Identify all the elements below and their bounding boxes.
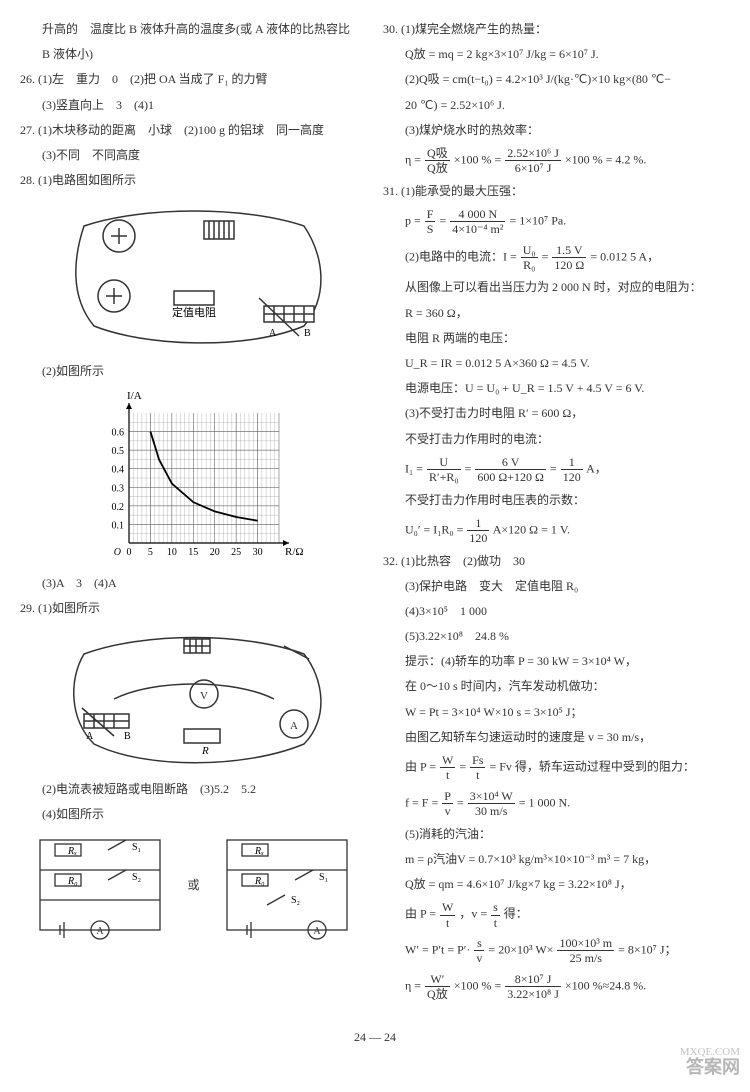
q31m: U₀′ = I₁R₀ = 1120 A×120 Ω = 1 V. xyxy=(383,516,730,546)
circuit-label: 定值电阻 xyxy=(172,305,216,319)
q31g: U_R = IR = 0.012 5 A×360 Ω = 4.5 V. xyxy=(383,354,730,373)
svg-text:Rₓ: Rₓ xyxy=(254,846,264,857)
q32g: W = Pt = 3×10⁴ W×10 s = 3×10⁵ J； xyxy=(383,703,730,722)
q31e: R = 360 Ω， xyxy=(383,304,730,323)
q30c: (2)Q吸 = cm(t−t₀) = 4.2×10³ J/(kg·℃)×10 k… xyxy=(383,70,730,89)
svg-text:0.1: 0.1 xyxy=(111,520,124,531)
q26a: 26. (1)左 重力 0 (2)把 OA 当成了 F₁ 的力臂 xyxy=(20,70,367,89)
q31j: 不受打击力作用时的电流： xyxy=(383,430,730,449)
svg-text:B: B xyxy=(124,731,131,742)
svg-text:5: 5 xyxy=(147,547,152,558)
svg-text:0.3: 0.3 xyxy=(111,483,124,494)
circuit1-svg: 定值电阻 A B xyxy=(44,196,344,356)
svg-text:V: V xyxy=(200,690,208,702)
svg-text:A: A xyxy=(86,731,94,742)
q30d: 20 ℃) = 2.52×10⁶ J. xyxy=(383,96,730,115)
left-column: 升高的 温度比 B 液体升高的温度多(或 A 液体的比热容比 B 液体小) 26… xyxy=(20,20,367,1008)
circuit-figure-2: V A A B R xyxy=(20,624,367,774)
q32h: 由图乙知轿车匀速运动时的速度是 v = 30 m/s， xyxy=(383,728,730,747)
svg-text:0.4: 0.4 xyxy=(111,464,124,475)
q32a: 32. (1)比热容 (2)做功 30 xyxy=(383,552,730,571)
q30a: 30. (1)煤完全燃烧产生的热量： xyxy=(383,20,730,39)
q28a: 28. (1)电路图如图所示 xyxy=(20,171,367,190)
schematic-a: A Rₓ R₀ S₁ S₂ xyxy=(30,830,170,940)
q29c: (4)如图所示 xyxy=(20,805,367,824)
q32o: W′ = P′t = P′· sv = 20×10³ W× 100×10³ m2… xyxy=(383,936,730,966)
q32d: (5)3.22×10⁸ 24.8 % xyxy=(383,627,730,646)
or-label: 或 xyxy=(187,876,199,895)
q31i: (3)不受打击力时电阻 R′ = 600 Ω， xyxy=(383,404,730,423)
circuit2-svg: V A A B R xyxy=(44,624,344,774)
ir-graph-svg: 0.1 0.2 0.3 0.4 0.5 0.6 0 5 10 15 20 25 30 O R/Ω I/A xyxy=(84,388,304,568)
svg-text:A: A xyxy=(290,720,298,732)
q30f: η = Q吸Q放 ×100 % = 2.52×10⁶ J6×10⁷ J ×100… xyxy=(383,146,730,176)
q30e: (3)煤炉烧水时的热效率： xyxy=(383,121,730,140)
svg-text:0.5: 0.5 xyxy=(111,446,124,457)
q32m: Q放 = qm = 4.6×10⁷ J/kg×7 kg = 3.22×10⁸ J… xyxy=(383,875,730,894)
q32f: 在 0～10 s 时间内，汽车发动机做功： xyxy=(383,677,730,696)
q29b: (2)电流表被短路或电阻断路 (3)5.2 5.2 xyxy=(20,780,367,799)
q32e: 提示：(4)轿车的功率 P = 30 kW = 3×10⁴ W， xyxy=(383,652,730,671)
q27b: (3)不同 不同高度 xyxy=(20,146,367,165)
q31k: I₁ = UR′+R₀ = 6 V600 Ω+120 Ω = 1120 A， xyxy=(383,455,730,485)
svg-text:R₀: R₀ xyxy=(254,876,265,887)
q29a: 29. (1)如图所示 xyxy=(20,599,367,618)
page-footer: 24 — 24 xyxy=(20,1028,730,1047)
ir-graph: 0.1 0.2 0.3 0.4 0.5 0.6 0 5 10 15 20 25 30 O R/Ω I/A xyxy=(20,388,367,568)
q30b: Q放 = mq = 2 kg×3×10⁷ J/kg = 6×10⁷ J. xyxy=(383,45,730,64)
svg-text:R₀: R₀ xyxy=(67,876,78,887)
svg-text:O: O xyxy=(113,547,120,558)
q28b: (2)如图所示 xyxy=(20,362,367,381)
svg-text:20: 20 xyxy=(209,547,219,558)
q32i: 由 P = Wt = Fst = Fv 得，轿车运动过程中受到的阻力： xyxy=(383,753,730,783)
svg-text:25: 25 xyxy=(231,547,241,558)
svg-text:A: A xyxy=(269,328,277,339)
q31c: (2)电路中的电流：I = U₀R₀ = 1.5 V120 Ω = 0.012 … xyxy=(383,243,730,273)
svg-text:S₁: S₁ xyxy=(319,872,328,883)
q32l: m = ρ汽油V = 0.7×10³ kg/m³×10×10⁻³ m³ = 7 … xyxy=(383,850,730,869)
q32c: (4)3×10⁵ 1 000 xyxy=(383,602,730,621)
svg-text:0.6: 0.6 xyxy=(111,427,124,438)
q31d: 从图像上可以看出当压力为 2 000 N 时，对应的电阻为： xyxy=(383,278,730,297)
svg-text:B: B xyxy=(304,328,311,339)
svg-text:R/Ω: R/Ω xyxy=(285,546,304,558)
q32k: (5)消耗的汽油： xyxy=(383,825,730,844)
svg-text:15: 15 xyxy=(188,547,198,558)
q32b: (3)保护电路 变大 定值电阻 R₀ xyxy=(383,577,730,596)
q32p: η = W′Q放 ×100 % = 8×10⁷ J3.22×10⁸ J ×100… xyxy=(383,972,730,1002)
q28c: (3)A 3 (4)A xyxy=(20,574,367,593)
schematic-pair: A Rₓ R₀ S₁ S₂ 或 A xyxy=(20,830,367,940)
svg-text:S₁: S₁ xyxy=(132,842,141,853)
q31b: p = FS = 4 000 N4×10⁻⁴ m² = 1×10⁷ Pa. xyxy=(383,207,730,237)
q31a: 31. (1)能承受的最大压强： xyxy=(383,182,730,201)
line-cont-a: 升高的 温度比 B 液体升高的温度多(或 A 液体的比热容比 xyxy=(20,20,367,39)
svg-text:I/A: I/A xyxy=(127,390,142,402)
q31f: 电阻 R 两端的电压： xyxy=(383,329,730,348)
line-cont-b: B 液体小) xyxy=(20,45,367,64)
schematic-b: A Rₓ R₀ S₁ S₂ xyxy=(217,830,357,940)
right-column: 30. (1)煤完全燃烧产生的热量： Q放 = mq = 2 kg×3×10⁷ … xyxy=(383,20,730,1008)
svg-text:30: 30 xyxy=(252,547,262,558)
svg-text:A: A xyxy=(96,926,104,937)
svg-text:10: 10 xyxy=(166,547,176,558)
svg-text:S₂: S₂ xyxy=(291,895,300,906)
q32j: f = F = Pv = 3×10⁴ W30 m/s = 1 000 N. xyxy=(383,789,730,819)
svg-text:A: A xyxy=(314,926,322,937)
svg-text:S₂: S₂ xyxy=(132,872,141,883)
circuit-figure-1: 定值电阻 A B xyxy=(20,196,367,356)
q27a: 27. (1)木块移动的距离 小球 (2)100 g 的铝球 同一高度 xyxy=(20,121,367,140)
q31l: 不受打击力作用时电压表的示数： xyxy=(383,491,730,510)
q32n: 由 P = Wt ，v = st 得： xyxy=(383,900,730,930)
q31h: 电源电压：U = U₀ + U_R = 1.5 V + 4.5 V = 6 V. xyxy=(383,379,730,398)
q26b: (3)竖直向上 3 (4)1 xyxy=(20,96,367,115)
svg-text:R: R xyxy=(201,745,209,757)
svg-text:Rₓ: Rₓ xyxy=(67,846,77,857)
svg-text:0: 0 xyxy=(126,547,131,558)
watermark: 答案网 xyxy=(686,1053,740,1082)
svg-text:0.2: 0.2 xyxy=(111,501,124,512)
